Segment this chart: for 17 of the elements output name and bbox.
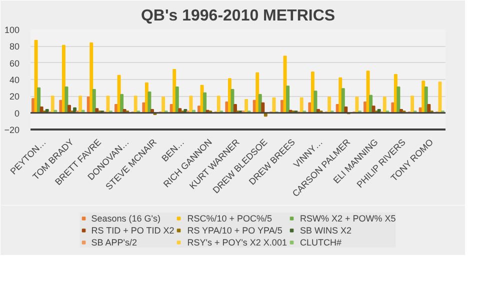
y-tick-label: 40 [9, 75, 20, 85]
legend-label: RSC%/10 + POC%/5 [187, 212, 272, 224]
legend-label: Seasons (16 G's) [91, 212, 161, 224]
legend-label: SB WINS X2 [300, 224, 352, 236]
y-tick-label: 80 [9, 42, 20, 52]
y-tick-label: 100 [4, 25, 20, 35]
legend-label: RSY's + POY's X2 X.001 [187, 236, 287, 248]
y-tick-label: −20 [4, 125, 20, 135]
legend-label: RS TID + PO TID X2 [91, 224, 174, 236]
y-tick-label: 20 [9, 92, 20, 102]
legend-label: RSW% X2 + POW% X5 [300, 212, 396, 224]
legend-label: CLUTCH# [300, 236, 342, 248]
legend-label: SB APP's/2 [91, 236, 138, 248]
y-tick-label: 0 [14, 108, 20, 118]
chart-title: QB's 1996-2010 METRICS [140, 8, 336, 24]
legend-label: RS YPA/10 + PO YPA/5 [187, 224, 282, 236]
y-tick-label: 60 [9, 58, 20, 68]
